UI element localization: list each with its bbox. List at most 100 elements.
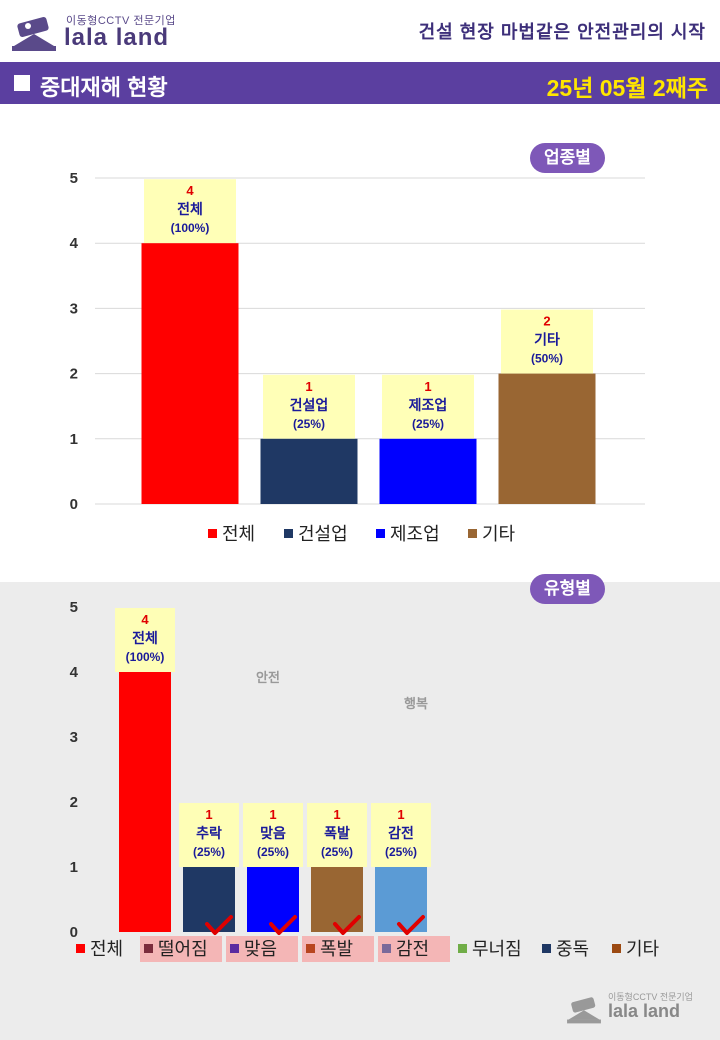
check-icon [333,915,361,935]
y-tick-label: 5 [70,170,78,187]
data-label-category: 제조업 [409,397,448,413]
slogan: 건설 현장 마법같은 안전관리의 시작 [418,22,706,42]
data-label-category: 건설업 [290,397,329,413]
data-label-category: 기타 [534,332,560,348]
data-label-percent: (100%) [126,650,165,664]
legend-item: 전체 [208,524,255,544]
legend-swatch [376,529,385,538]
legend-label: 전체 [222,524,255,544]
legend-label: 건설업 [298,524,348,544]
data-label-value: 1 [333,807,340,822]
cctv-watermark-icon [567,997,601,1024]
legend-swatch [144,944,153,953]
legend-swatch [230,944,239,953]
legend-item: 건설업 [284,524,348,544]
legend-item: 무너짐 [458,939,522,959]
check-icon [397,915,425,935]
y-tick-label: 1 [70,859,78,876]
legend-label: 중독 [556,939,589,959]
logo-subtitle: 이동형CCTV 전문기업 [66,15,176,27]
square-icon [14,75,30,91]
legend-label: 제조업 [390,524,440,544]
legend-label: 감전 [396,939,429,959]
watermark-text: lala land [608,1001,681,1021]
legend-swatch [458,944,467,953]
data-label-value: 1 [305,379,312,394]
legend-swatch [612,944,621,953]
y-tick-label: 2 [70,794,78,811]
data-label-value: 1 [269,807,276,822]
data-label-box [382,374,474,439]
data-label-category: 폭발 [324,825,350,841]
data-label-value: 1 [424,379,431,394]
data-label-box [144,179,236,244]
watermark-subtitle: 이동형CCTV 전문기업 [608,992,693,1002]
data-label-percent: (25%) [257,845,289,859]
legend-label: 기타 [626,939,660,959]
legend-item: 전체 [76,939,123,959]
data-label-box [371,803,431,867]
y-tick-label: 0 [70,924,78,941]
legend-swatch [76,944,85,953]
y-tick-label: 0 [70,496,78,513]
title-bar: 중대재해 현황 25년 05월 2째주 [0,62,720,104]
data-label-percent: (50%) [531,352,563,366]
y-tick-label: 3 [70,729,78,746]
data-label-box [501,309,593,374]
legend-swatch [306,944,315,953]
bg-label: 행복 [404,696,428,711]
type-badge: 유형별 [530,574,605,604]
data-label-box [115,608,175,672]
legend-swatch [208,529,217,538]
data-label-percent: (100%) [171,221,210,235]
data-label-category: 전체 [177,201,203,217]
y-tick-label: 4 [70,664,79,681]
data-label-percent: (25%) [385,845,417,859]
legend-highlight [140,936,222,962]
bar [260,438,358,504]
data-label-box [263,374,355,439]
data-label-value: 1 [397,807,404,822]
legend-label: 무너짐 [472,939,522,959]
y-tick-label: 5 [70,599,78,616]
data-label-percent: (25%) [293,417,325,431]
legend-item: 떨어짐 [140,936,222,962]
y-tick-label: 2 [70,366,78,383]
data-label-value: 1 [205,807,212,822]
cctv-logo-icon [12,17,56,51]
legend-item: 감전 [378,936,450,962]
industry-chart: 0 1 2 3 4 5 4 전체 (100%) 1 건설업 (25%) 1 제조업 (25%) 2 기타 (50%… [70,170,645,544]
data-label-box [243,803,303,867]
logo-text: lala land [64,24,170,51]
bar [498,373,596,504]
data-label-percent: (25%) [193,845,225,859]
data-label-value: 4 [141,612,149,627]
industry-badge: 업종별 [530,143,605,173]
data-label-box [179,803,239,867]
y-tick-label: 3 [70,300,78,317]
data-label-percent: (25%) [412,417,444,431]
page-title: 중대재해 현황 [40,75,168,100]
bg-label: 안전 [256,670,280,685]
legend-item: 폭발 [302,936,374,962]
legend-swatch [382,944,391,953]
data-label-category: 추락 [196,825,222,841]
legend-label: 전체 [90,939,123,959]
legend-label: 폭발 [320,939,353,959]
data-label-category: 감전 [388,825,414,841]
legend-label: 맞음 [244,939,277,959]
legend-swatch [542,944,551,953]
bar [141,243,239,504]
check-icon [269,915,297,935]
check-icon [205,915,233,935]
header: 이동형CCTV 전문기업 lala land 건설 현장 마법같은 안전관리의 … [0,0,720,62]
legend-item: 기타 [612,939,660,959]
legend-label: 떨어짐 [158,939,208,959]
watermark: 이동형CCTV 전문기업 lala land [564,988,704,1028]
legend-item: 제조업 [376,524,440,544]
legend-swatch [468,529,477,538]
data-label-box [307,803,367,867]
data-label-percent: (25%) [321,845,353,859]
week-label: 25년 05월 2째주 [546,75,708,101]
